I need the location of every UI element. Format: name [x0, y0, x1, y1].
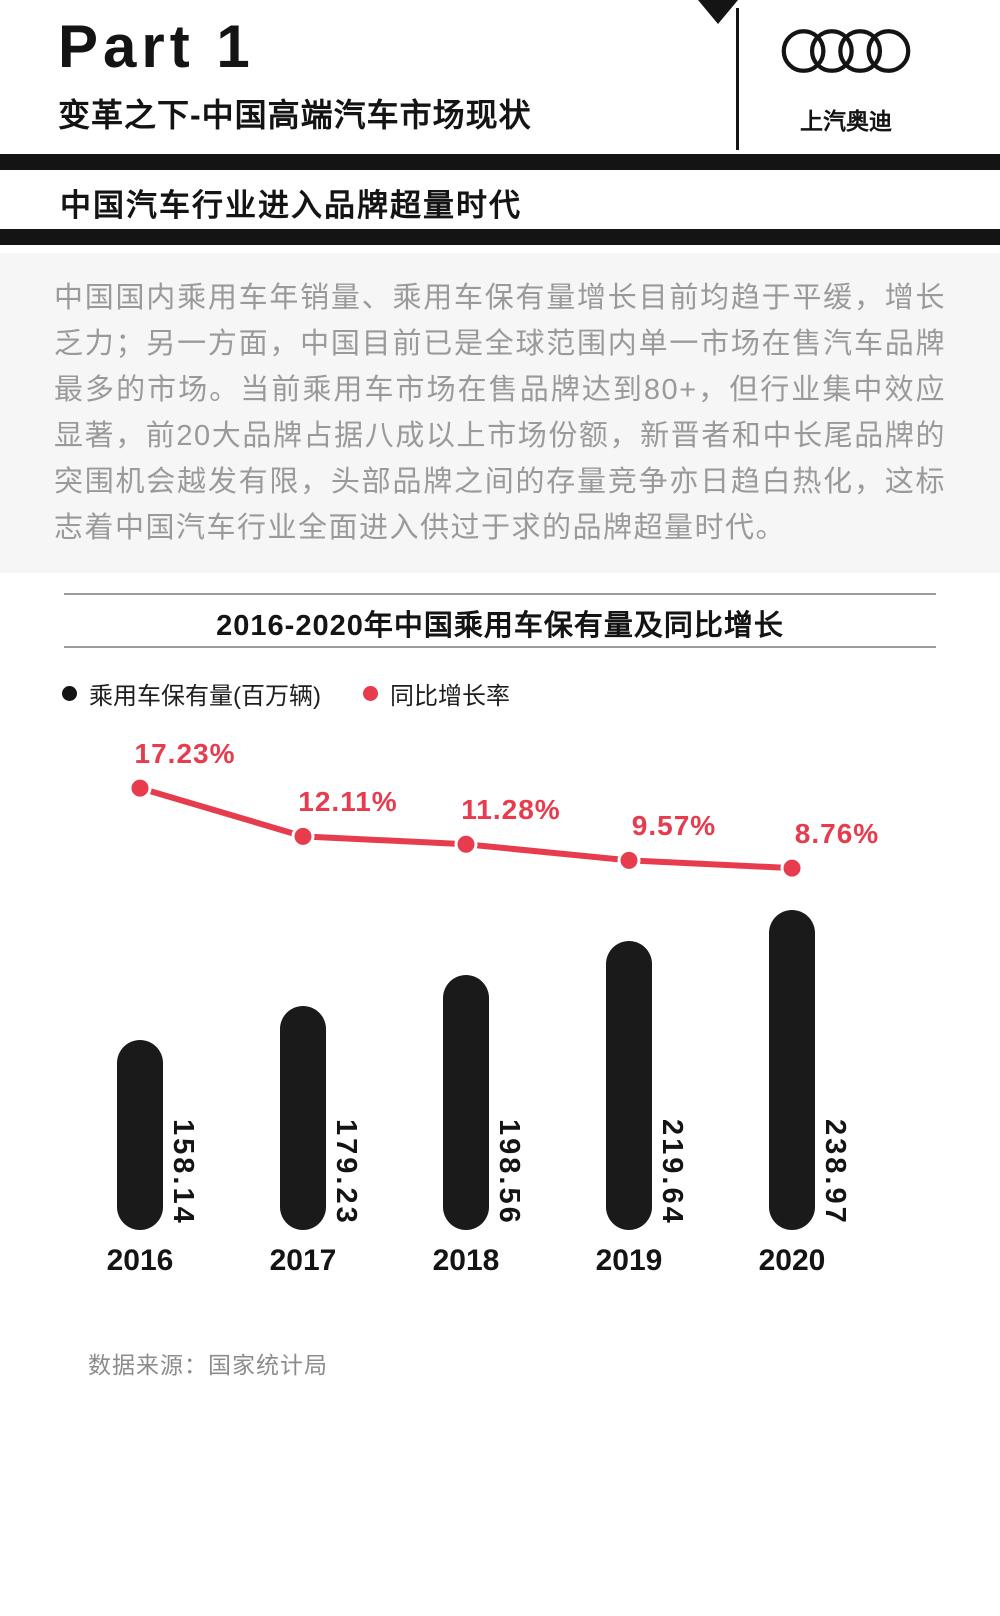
- growth-point: [780, 856, 804, 880]
- intro-paragraph: 中国国内乘用车年销量、乘用车保有量增长目前均趋于平缓，增长乏力；另一方面，中国目…: [54, 282, 946, 544]
- holdings-bar: [769, 910, 815, 1230]
- chart-title: 2016-2020年中国乘用车保有量及同比增长: [216, 610, 784, 642]
- brand-name: 上汽奥迪: [800, 108, 892, 134]
- year-label: 2020: [758, 1244, 826, 1277]
- holdings-bar: [606, 941, 652, 1230]
- legend-label-growth: 同比增长率: [389, 683, 510, 710]
- bar-value-label: 198.56: [493, 1119, 525, 1226]
- chart-legend: 乘用车保有量(百万辆) 同比增长率: [62, 676, 510, 711]
- growth-point: [454, 832, 478, 856]
- growth-value-label: 9.57%: [631, 810, 717, 841]
- legend-dot-holdings-icon: [62, 686, 77, 701]
- header-rule-bar: [0, 154, 1000, 170]
- section-title: 中国汽车行业进入品牌超量时代: [60, 188, 522, 223]
- holdings-bar: [443, 975, 489, 1230]
- growth-value-label: 8.76%: [794, 818, 880, 849]
- year-label: 2019: [595, 1244, 663, 1277]
- year-label: 2017: [269, 1244, 337, 1277]
- growth-value-label: 11.28%: [461, 794, 561, 825]
- chart-title-rule-bottom: [64, 646, 936, 648]
- bar-value-label: 238.97: [819, 1119, 851, 1226]
- audi-rings-icon: [780, 26, 912, 81]
- data-source-note: 数据来源：国家统计局: [88, 1352, 328, 1378]
- header-divider: [736, 8, 739, 150]
- growth-point: [617, 848, 641, 872]
- chart-title-rule-top: [64, 593, 936, 595]
- growth-point: [291, 824, 315, 848]
- part-title: Part 1: [58, 13, 255, 80]
- legend-label-holdings: 乘用车保有量(百万辆): [89, 683, 321, 710]
- growth-point: [128, 776, 152, 800]
- bar-value-label: 158.14: [167, 1119, 199, 1226]
- year-label: 2016: [106, 1244, 174, 1277]
- growth-line-chart: [128, 776, 804, 880]
- intro-block: 中国国内乘用车年销量、乘用车保有量增长目前均趋于平缓，增长乏力；另一方面，中国目…: [0, 253, 1000, 573]
- section-rule-bar: [0, 229, 1000, 245]
- plot-area: 158.14 2016 17.23% 179.23 2017 12.11% 198.56 20…: [60, 738, 940, 1298]
- holdings-bar: [117, 1040, 163, 1230]
- header-subtitle: 变革之下-中国高端汽车市场现状: [58, 97, 532, 133]
- growth-value-label: 17.23%: [134, 738, 236, 769]
- corner-triangle-icon: [698, 0, 738, 24]
- year-label: 2018: [432, 1244, 500, 1277]
- bar-value-label: 179.23: [330, 1119, 362, 1226]
- holdings-bar: [280, 1006, 326, 1230]
- legend-dot-growth-icon: [362, 686, 378, 701]
- growth-value-label: 12.11%: [298, 786, 398, 817]
- bar-value-label: 219.64: [656, 1119, 688, 1226]
